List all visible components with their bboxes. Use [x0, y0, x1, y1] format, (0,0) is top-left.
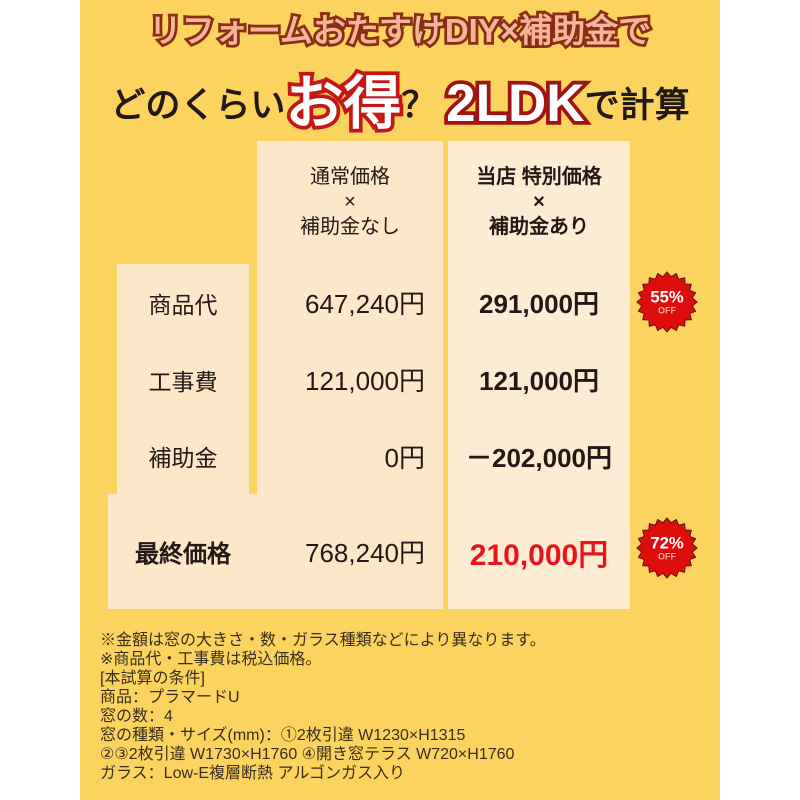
svg-text:55%: 55% [650, 288, 683, 307]
svg-text:OFF: OFF [658, 552, 676, 562]
svg-text:OFF: OFF [658, 306, 676, 316]
svg-text:72%: 72% [650, 534, 683, 553]
